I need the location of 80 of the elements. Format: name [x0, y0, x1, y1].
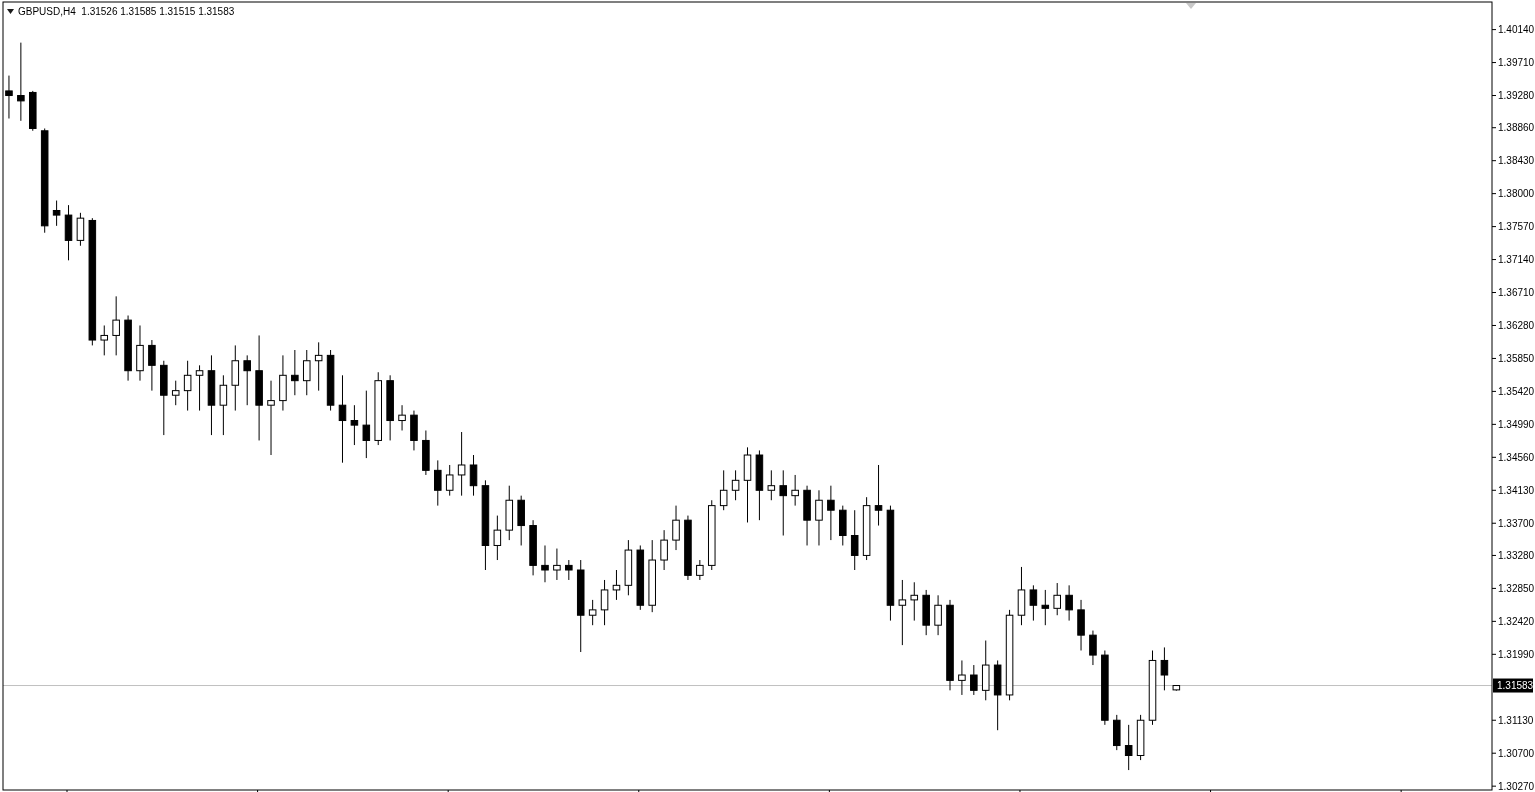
- candlestick: [314, 341, 323, 392]
- candlestick: [910, 581, 919, 622]
- candlestick: [171, 380, 180, 406]
- candlestick: [696, 559, 704, 581]
- y-tick-label: 1.39280: [1498, 90, 1535, 102]
- y-tick-label: 1.34990: [1498, 418, 1535, 430]
- candlestick: [815, 489, 823, 546]
- candlestick: [17, 42, 25, 122]
- candlestick: [660, 529, 668, 571]
- y-tick-label: 1.33700: [1498, 517, 1535, 529]
- candlestick: [338, 374, 347, 464]
- candlestick: [612, 569, 621, 601]
- y-tick-label: 1.40140: [1498, 24, 1535, 36]
- candlestick: [267, 380, 275, 456]
- candlestick: [291, 349, 299, 396]
- candlestick: [898, 579, 907, 646]
- candlestick: [183, 360, 192, 412]
- candlestick: [1089, 630, 1097, 666]
- candlestick: [970, 664, 978, 696]
- candlestick: [350, 404, 359, 446]
- y-tick-label: 1.34560: [1498, 451, 1535, 463]
- candlestick: [219, 374, 228, 436]
- y-tick-label: 1.31990: [1498, 648, 1535, 660]
- candlestick: [457, 431, 466, 497]
- candlestick: [719, 469, 728, 511]
- candlestick: [148, 339, 156, 392]
- candlestick: [874, 464, 883, 527]
- y-tick-label: 1.34130: [1498, 484, 1535, 496]
- y-tick-label: 1.38430: [1498, 155, 1535, 167]
- candlestick: [5, 75, 13, 120]
- y-tick-label: 1.33280: [1498, 549, 1535, 561]
- candlestick: [493, 515, 502, 561]
- candlestick: [1053, 582, 1061, 616]
- ref-line-label: 1.31583: [1497, 680, 1534, 692]
- candlestick: [362, 390, 371, 459]
- y-tick-label: 1.36280: [1498, 319, 1535, 331]
- candlestick: [1065, 584, 1073, 622]
- y-tick-label: 1.32420: [1498, 615, 1535, 627]
- candlestick: [541, 544, 549, 583]
- candlestick: [243, 354, 251, 406]
- candlestick: [445, 464, 454, 497]
- y-tick-label: 1.38860: [1498, 122, 1535, 134]
- y-tick-label: 1.30700: [1498, 747, 1535, 759]
- chart-title: GBPUSD,H4 1.31526 1.31585 1.31515 1.31583: [18, 6, 235, 17]
- candlestick: [958, 659, 966, 696]
- candlestick: [195, 364, 204, 412]
- y-tick-label: 1.37570: [1498, 221, 1535, 233]
- y-tick-label: 1.39710: [1498, 57, 1535, 69]
- candlestick: [767, 469, 776, 501]
- candlestick: [1041, 589, 1050, 626]
- candlestick: [469, 454, 478, 497]
- candlestick: [588, 599, 597, 626]
- candlestick: [76, 212, 85, 247]
- y-tick-label: 1.30270: [1498, 780, 1535, 792]
- y-tick-label: 1.35850: [1498, 352, 1535, 364]
- y-tick-label: 1.36710: [1498, 287, 1535, 299]
- candlestick: [302, 349, 311, 396]
- candlestick: [112, 295, 120, 356]
- y-tick-label: 1.37140: [1498, 254, 1535, 266]
- candlestick: [672, 505, 680, 551]
- y-tick-label: 1.31130: [1498, 714, 1534, 726]
- candlestick: [827, 485, 835, 541]
- candlestick: [1160, 646, 1169, 691]
- y-tick-label: 1.32850: [1498, 582, 1535, 594]
- candlestick: [1124, 724, 1133, 771]
- candlestick: [398, 404, 406, 431]
- candlestick: [565, 559, 573, 581]
- candlestick: [434, 459, 442, 507]
- candlestick: [553, 548, 561, 581]
- candlestick: [791, 474, 799, 507]
- candlestick: [100, 324, 109, 356]
- candlestick: [779, 469, 788, 537]
- candlestick: [1029, 584, 1038, 622]
- candlestick: [731, 469, 740, 501]
- y-tick-label: 1.38000: [1498, 188, 1535, 200]
- candlestick: [850, 509, 859, 571]
- y-tick-label: 1.35420: [1498, 385, 1535, 397]
- candlestick: [934, 594, 942, 636]
- candlestick: [52, 200, 61, 227]
- candlestick: [600, 579, 609, 626]
